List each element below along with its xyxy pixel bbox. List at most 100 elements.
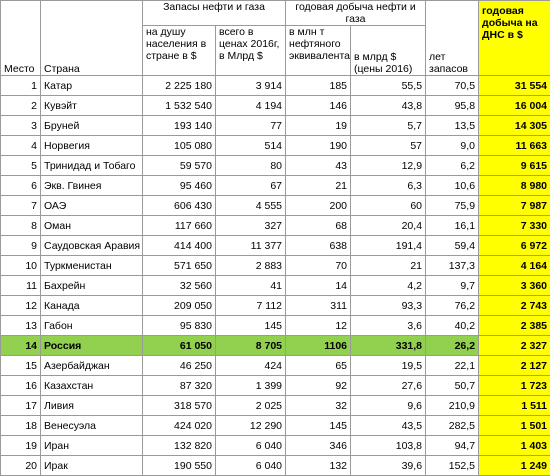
table-cell: 11 377 — [216, 236, 286, 256]
table-cell: 12 — [1, 296, 41, 316]
table-cell: 7 — [1, 196, 41, 216]
table-cell: 311 — [286, 296, 351, 316]
table-cell: Оман — [41, 216, 143, 236]
table-cell: 5 — [1, 156, 41, 176]
table-cell: 1106 — [286, 336, 351, 356]
table-cell: 185 — [286, 76, 351, 96]
table-cell: 1 532 540 — [143, 96, 216, 116]
table-cell: 3 914 — [216, 76, 286, 96]
header-group: Запасы нефти и газа — [143, 1, 286, 26]
table-cell: 145 — [286, 416, 351, 436]
table-cell: 70 — [286, 256, 351, 276]
table-cell: 9,0 — [426, 136, 479, 156]
header-cell: в млн т нефтяного эквивалента — [286, 26, 351, 76]
table-cell: Бруней — [41, 116, 143, 136]
table-cell: Казахстан — [41, 376, 143, 396]
table-cell: 12 290 — [216, 416, 286, 436]
table-cell: 60 — [351, 196, 426, 216]
table-cell: 414 400 — [143, 236, 216, 256]
table-cell: 200 — [286, 196, 351, 216]
table-cell: 70,5 — [426, 76, 479, 96]
table-cell: 4 194 — [216, 96, 286, 116]
table-cell: 18 — [1, 416, 41, 436]
table-cell: 11 — [1, 276, 41, 296]
table-cell: 95 830 — [143, 316, 216, 336]
table-cell: 22,1 — [426, 356, 479, 376]
table-cell: 3 360 — [479, 276, 550, 296]
table-cell: 21 — [286, 176, 351, 196]
table-cell: Россия — [41, 336, 143, 356]
header-cell: Место — [1, 1, 41, 76]
table-cell: 65 — [286, 356, 351, 376]
table-cell: 12,9 — [351, 156, 426, 176]
table-cell: 4 164 — [479, 256, 550, 276]
table-cell: Саудовская Аравия — [41, 236, 143, 256]
table-cell: 8 — [1, 216, 41, 236]
header-cell: лет запасов — [426, 1, 479, 76]
table-cell: Бахрейн — [41, 276, 143, 296]
table-cell: 77 — [216, 116, 286, 136]
table-cell: Экв. Гвинея — [41, 176, 143, 196]
table-cell: 76,2 — [426, 296, 479, 316]
table-cell: 1 403 — [479, 436, 550, 456]
table-cell: 193 140 — [143, 116, 216, 136]
table-cell: 27,6 — [351, 376, 426, 396]
table-cell: Тринидад и Тобаго — [41, 156, 143, 176]
table-cell: 9,6 — [351, 396, 426, 416]
table-cell: 13,5 — [426, 116, 479, 136]
table-cell: 2 025 — [216, 396, 286, 416]
table-cell: 16,1 — [426, 216, 479, 236]
table-cell: 8 705 — [216, 336, 286, 356]
table-cell: 318 570 — [143, 396, 216, 416]
table-cell: 146 — [286, 96, 351, 116]
table-cell: 80 — [216, 156, 286, 176]
table-cell: 424 020 — [143, 416, 216, 436]
table-cell: 3,6 — [351, 316, 426, 336]
header-cell: на душу населения в стране в $ — [143, 26, 216, 76]
table-cell: 26,2 — [426, 336, 479, 356]
table-cell: 7 112 — [216, 296, 286, 316]
table-cell: 32 560 — [143, 276, 216, 296]
table-cell: 7 987 — [479, 196, 550, 216]
table-cell: 6,2 — [426, 156, 479, 176]
table-cell: 4 555 — [216, 196, 286, 216]
header-group: годовая добыча нефти и газа — [286, 1, 426, 26]
table-cell: 514 — [216, 136, 286, 156]
table-cell: Азербайджан — [41, 356, 143, 376]
table-cell: 4,2 — [351, 276, 426, 296]
table-cell: Кувэйт — [41, 96, 143, 116]
table-cell: 21 — [351, 256, 426, 276]
table-cell: 95 460 — [143, 176, 216, 196]
table-cell: 3 — [1, 116, 41, 136]
table-cell: 9 615 — [479, 156, 550, 176]
table-cell: 11 663 — [479, 136, 550, 156]
table-cell: 87 320 — [143, 376, 216, 396]
table-cell: 59 570 — [143, 156, 216, 176]
table-cell: 103,8 — [351, 436, 426, 456]
table-cell: Канада — [41, 296, 143, 316]
table-cell: 346 — [286, 436, 351, 456]
table-cell: 12 — [286, 316, 351, 336]
table-cell: 93,3 — [351, 296, 426, 316]
table-cell: 606 430 — [143, 196, 216, 216]
table-cell: 20,4 — [351, 216, 426, 236]
table-cell: 14 — [286, 276, 351, 296]
table-cell: 17 — [1, 396, 41, 416]
table-cell: 68 — [286, 216, 351, 236]
header-cell: всего в ценах 2016г, в Млрд $ — [216, 26, 286, 76]
table-header: Место Страна Запасы нефти и газа годовая… — [1, 1, 550, 76]
table-cell: 424 — [216, 356, 286, 376]
